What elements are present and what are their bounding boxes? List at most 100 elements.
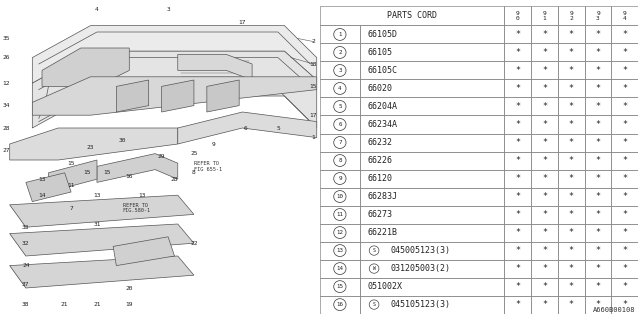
Text: *: * xyxy=(515,246,520,255)
Text: 9: 9 xyxy=(211,141,215,147)
Text: 9
3: 9 3 xyxy=(596,11,600,20)
Text: 66283J: 66283J xyxy=(368,192,397,201)
Text: 28: 28 xyxy=(3,125,10,131)
Text: *: * xyxy=(542,228,547,237)
Text: REFER TO
FIG.580-1: REFER TO FIG.580-1 xyxy=(123,203,151,213)
Text: 66105: 66105 xyxy=(368,48,393,57)
Text: 14: 14 xyxy=(337,266,344,271)
Text: 7: 7 xyxy=(69,205,73,211)
Text: 21: 21 xyxy=(61,301,68,307)
Text: 15: 15 xyxy=(83,170,91,175)
Polygon shape xyxy=(10,128,178,160)
Text: *: * xyxy=(622,192,627,201)
Text: 045005123(3): 045005123(3) xyxy=(391,246,451,255)
Polygon shape xyxy=(32,26,317,83)
Text: 8: 8 xyxy=(338,158,342,163)
Text: 17: 17 xyxy=(239,20,246,25)
Text: 4: 4 xyxy=(95,7,99,12)
Text: *: * xyxy=(542,120,547,129)
Text: 13: 13 xyxy=(93,193,100,198)
Text: 66105C: 66105C xyxy=(368,66,397,75)
Text: *: * xyxy=(622,264,627,273)
Text: 35: 35 xyxy=(3,36,10,41)
Text: A660B00108: A660B00108 xyxy=(593,307,635,313)
Text: *: * xyxy=(515,156,520,165)
Text: *: * xyxy=(515,192,520,201)
Text: *: * xyxy=(595,84,600,93)
Text: 7: 7 xyxy=(338,140,342,145)
Polygon shape xyxy=(10,195,194,227)
Text: 9
4: 9 4 xyxy=(623,11,627,20)
Text: 31: 31 xyxy=(93,221,100,227)
Text: 15: 15 xyxy=(67,161,75,166)
Text: *: * xyxy=(622,120,627,129)
Text: 15: 15 xyxy=(337,284,344,289)
Text: *: * xyxy=(515,138,520,147)
Text: *: * xyxy=(595,246,600,255)
Text: *: * xyxy=(515,300,520,309)
Text: 5: 5 xyxy=(338,104,342,109)
Text: 8: 8 xyxy=(192,170,196,175)
Text: 66020: 66020 xyxy=(368,84,393,93)
Text: 66232: 66232 xyxy=(368,138,393,147)
Text: 66221B: 66221B xyxy=(368,228,397,237)
Polygon shape xyxy=(178,112,317,144)
Text: *: * xyxy=(595,30,600,39)
Text: *: * xyxy=(622,300,627,309)
Text: W: W xyxy=(372,266,376,271)
Polygon shape xyxy=(32,51,317,128)
Text: 9
0: 9 0 xyxy=(516,11,520,20)
Text: *: * xyxy=(542,156,547,165)
Text: *: * xyxy=(542,138,547,147)
Text: *: * xyxy=(622,66,627,75)
Text: *: * xyxy=(542,192,547,201)
Text: 4: 4 xyxy=(338,86,342,91)
Text: *: * xyxy=(595,102,600,111)
Text: 6: 6 xyxy=(338,122,342,127)
Text: 16: 16 xyxy=(337,302,344,307)
Text: 66105D: 66105D xyxy=(368,30,397,39)
Text: *: * xyxy=(569,174,574,183)
Text: *: * xyxy=(515,120,520,129)
Text: 17: 17 xyxy=(310,113,317,118)
Text: *: * xyxy=(569,84,574,93)
Polygon shape xyxy=(161,80,194,112)
Text: *: * xyxy=(569,264,574,273)
Text: *: * xyxy=(515,66,520,75)
Text: *: * xyxy=(542,282,547,291)
Text: *: * xyxy=(542,84,547,93)
Text: 10: 10 xyxy=(337,194,344,199)
Text: *: * xyxy=(569,138,574,147)
Text: 14: 14 xyxy=(38,193,46,198)
Text: 26: 26 xyxy=(3,55,10,60)
Text: 11: 11 xyxy=(67,183,75,188)
Text: 23: 23 xyxy=(87,145,94,150)
Polygon shape xyxy=(26,173,71,202)
Text: 32: 32 xyxy=(22,241,29,246)
Text: 28: 28 xyxy=(171,177,179,182)
Text: *: * xyxy=(622,156,627,165)
Text: *: * xyxy=(515,84,520,93)
Text: 1: 1 xyxy=(338,32,342,37)
Text: *: * xyxy=(595,282,600,291)
Text: *: * xyxy=(595,264,600,273)
Polygon shape xyxy=(178,54,252,80)
Text: 045105123(3): 045105123(3) xyxy=(391,300,451,309)
Text: *: * xyxy=(569,120,574,129)
Text: 1: 1 xyxy=(312,135,316,140)
Text: *: * xyxy=(542,300,547,309)
Text: *: * xyxy=(622,210,627,219)
Text: PARTS CORD: PARTS CORD xyxy=(387,12,437,20)
Text: *: * xyxy=(515,210,520,219)
Text: *: * xyxy=(595,138,600,147)
Text: 66234A: 66234A xyxy=(368,120,397,129)
Text: *: * xyxy=(542,264,547,273)
Text: 11: 11 xyxy=(337,212,344,217)
Text: *: * xyxy=(515,102,520,111)
Text: *: * xyxy=(595,210,600,219)
Text: *: * xyxy=(542,30,547,39)
Text: *: * xyxy=(542,48,547,57)
Text: S: S xyxy=(372,302,376,307)
Text: *: * xyxy=(515,174,520,183)
Text: *: * xyxy=(622,228,627,237)
